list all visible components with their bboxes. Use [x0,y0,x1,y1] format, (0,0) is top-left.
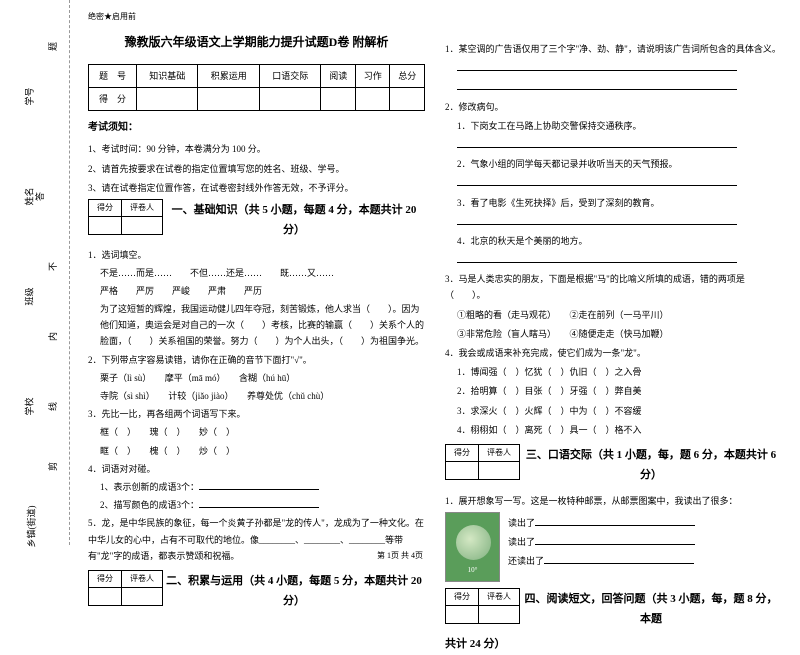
s1-q2: 2．下列带点字容易读错，请你在正确的音节下面打"√"。 [88,352,425,368]
part4-scorebox: 得分评卷人 [445,588,520,624]
page-footer: 第 1页 共 4页 [0,550,800,561]
s1-q1b: 严格 严厉 严峻 严肃 严历 [88,283,425,299]
part3-scorebox: 得分评卷人 [445,444,520,480]
s1-q1c: 为了这短暂的辉煌，我国运动健儿四年夺冠，刻苦锻炼，他人求当（ ）。因为他们知道，… [88,301,425,350]
s2-q4b: 2．拾明算（ ）目张（ ）牙强（ ）弊自美 [445,383,782,399]
blank[interactable] [457,61,737,71]
score-blank[interactable] [259,88,320,111]
s1-q4b: 2、描写颜色的成语3个： [100,500,199,510]
s3-q1: 1．展开想象写一写。这是一枚特种邮票，从邮票图案中，我读出了很多： [445,493,782,509]
part1-scorebox: 得分评卷人 [88,199,163,235]
notice-3: 3、请在试卷指定位置作答，在试卷密封线外作答无效，不予评分。 [88,180,425,196]
s2-q2a: 1．下岗女工在马路上协助交警保持交通秩序。 [445,118,782,134]
s2-q4a: 1．博闻强（ ）忆犹（ ）仇旧（ ）之入骨 [445,364,782,380]
score-h2: 积累运用 [198,64,259,87]
score-h4: 阅读 [321,64,356,87]
s1-q3: 3．先比一比，再各组两个词语写下来。 [88,406,425,422]
score-h3: 口语交际 [259,64,320,87]
part-score-cell[interactable] [89,217,122,234]
part-marker-label: 评卷人 [122,570,163,587]
s1-q3a: 框（ ） 瑰（ ） 妙（ ） [88,424,425,440]
blank[interactable] [199,480,319,490]
stamp-image: 10° [445,512,500,582]
margin-township: 乡镇(街道) [25,506,38,548]
margin-ti: 题 [46,42,59,51]
score-table: 题 号 知识基础 积累运用 口语交际 阅读 习作 总分 得 分 [88,64,425,111]
score-blank[interactable] [198,88,259,111]
part-marker-cell[interactable] [479,606,520,623]
s2-q3a: ①粗略的看（走马观花） ②走在前列（一马平川） [445,307,782,323]
part-score-cell[interactable] [446,462,479,479]
notice-title: 考试须知： [88,119,425,137]
margin-id: 学号 [23,87,36,105]
part-marker-label: 评卷人 [479,444,520,461]
s1-q2b: 寺院（sì shì） 计较（jiǎo jiào） 养尊处优（chǔ chù） [88,388,425,404]
margin-line: 线 [46,402,59,411]
secret-label: 绝密★启用前 [88,10,425,24]
part-score-cell[interactable] [89,588,122,605]
section3-title: 三、口语交际（共 1 小题，每，题 6 分，本题共计 6 分） [520,446,782,486]
score-row2: 得 分 [89,88,137,111]
part-score-label: 得分 [89,570,122,587]
blank[interactable] [457,80,737,90]
part-marker-cell[interactable] [122,588,163,605]
score-h0: 题 号 [89,64,137,87]
stamp-value: 10° [446,564,499,577]
s2-q4: 4．我会或成语来补充完成，使它们成为一条"龙"。 [445,345,782,361]
score-h1: 知识基础 [137,64,198,87]
s2-q2d: 4．北京的秋天是个美丽的地方。 [445,233,782,249]
score-blank[interactable] [390,88,425,111]
s2-q2c: 3．看了电影《生死抉择》后，受到了深刻的教育。 [445,195,782,211]
notice-1: 1、考试时间：90 分钟，本卷满分为 100 分。 [88,141,425,157]
section1-title: 一、基础知识（共 5 小题，每题 4 分，本题共计 20 分） [163,201,425,241]
blank[interactable] [457,138,737,148]
margin-inner: 内 [46,332,59,341]
part-score-cell[interactable] [446,606,479,623]
part-marker-label: 评卷人 [479,588,520,605]
margin-class: 班级 [23,287,36,305]
s1-q3b: 眶（ ） 槐（ ） 炒（ ） [88,443,425,459]
s1-q4: 4．词语对对碰。 [88,461,425,477]
section2-title: 二、积累与运用（共 4 小题，每题 5 分，本题共计 20 分） [163,572,425,612]
blank[interactable] [457,176,737,186]
score-h6: 总分 [390,64,425,87]
blank[interactable] [535,516,695,526]
part-marker-label: 评卷人 [122,199,163,216]
part-score-label: 得分 [446,588,479,605]
s1-q2a: 栗子（lì sù） 摩平（mā mó） 含糊（hú hū） [88,370,425,386]
s2-q3: 3．马是人类忠实的朋友，下面是根据"马"的比喻义所填的成语，错的两项是（ ）。 [445,271,782,303]
s1-q4a: 1、表示创新的成语3个： [100,482,199,492]
s2-q2b: 2．气象小组的同学每天都记录并收听当天的天气预报。 [445,156,782,172]
s1-q1: 1．选词填空。 [88,247,425,263]
section4-cont: 共计 24 分） [445,635,782,655]
margin-ans: 答 [33,192,46,201]
margin-no: 不 [46,262,59,271]
part-marker-cell[interactable] [122,217,163,234]
paper-title: 豫教版六年级语文上学期能力提升试题D卷 附解析 [88,32,425,54]
s2-q1: 1．某空调的广告语仅用了三个字"净、劲、静"，请说明该广告词所包含的具体含义。 [445,41,782,57]
score-blank[interactable] [321,88,356,111]
margin-cut: 剪 [46,462,59,471]
blank[interactable] [535,535,695,545]
part-score-label: 得分 [89,199,122,216]
s2-q4c: 3．求深火（ ）火辉（ ）中为（ ）不容缓 [445,403,782,419]
score-h5: 习作 [355,64,390,87]
score-blank[interactable] [355,88,390,111]
s3-line2: 读出了 [508,537,535,547]
blank[interactable] [199,498,319,508]
blank[interactable] [457,253,737,263]
s3-line1: 读出了 [508,518,535,528]
s1-q1a: 不是……而是…… 不但……还是…… 既……又…… [88,265,425,281]
blank[interactable] [457,215,737,225]
margin-school: 学校 [23,397,36,415]
s2-q3b: ③非常危险（盲人瞎马） ④随便走走（快马加鞭） [445,326,782,342]
score-blank[interactable] [137,88,198,111]
part2-scorebox: 得分评卷人 [88,570,163,606]
s2-q4d: 4．栩栩如（ ）离死（ ）具一（ ）格不入 [445,422,782,438]
part-marker-cell[interactable] [479,462,520,479]
section4-title: 四、阅读短文，回答问题（共 3 小题，每，题 8 分，本题 [520,590,782,630]
notice-2: 2、请首先按要求在试卷的指定位置填写您的姓名、班级、学号。 [88,161,425,177]
s2-q2: 2．修改病句。 [445,99,782,115]
part-score-label: 得分 [446,444,479,461]
